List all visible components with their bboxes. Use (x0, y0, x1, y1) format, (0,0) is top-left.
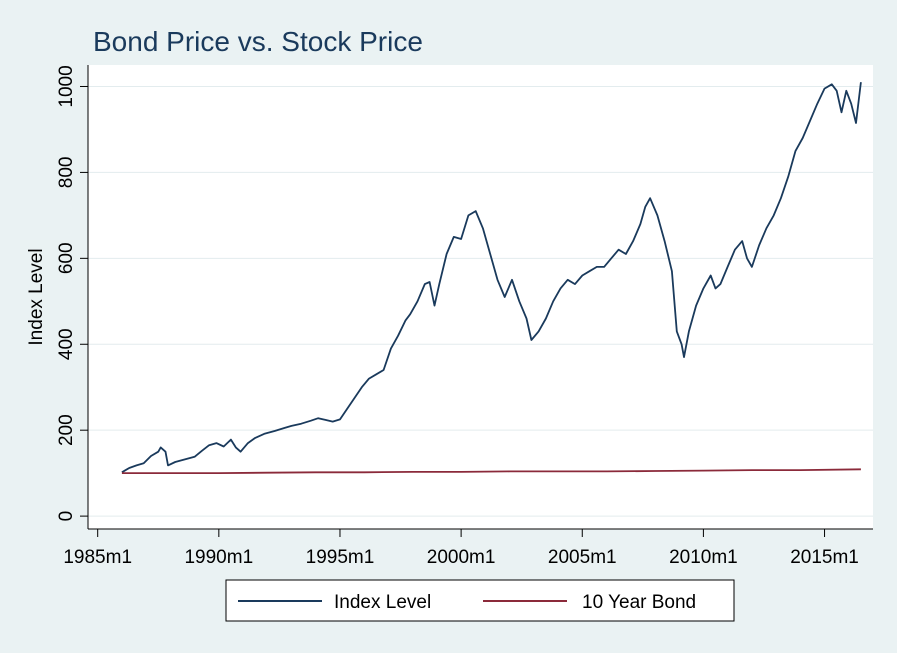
series-line-10-year-bond (121, 468, 861, 475)
y-tick-label: 800 (56, 157, 77, 189)
x-tick-label: 2015m1 (790, 547, 859, 568)
y-tick-label: 600 (56, 242, 77, 274)
y-tick-label: 0 (56, 511, 77, 522)
chart-title: Bond Price vs. Stock Price (93, 26, 423, 57)
y-axis-label: Index Level (26, 248, 47, 345)
y-tick-label: 1000 (56, 65, 77, 107)
y-tick-label: 400 (56, 328, 77, 360)
y-axis-ticks: 0 200 400 600 800 1000 (56, 65, 88, 521)
legend-label-10-year-bond: 10 Year Bond (582, 592, 696, 613)
x-tick-label: 2010m1 (669, 547, 738, 568)
x-tick-label: 1990m1 (184, 547, 253, 568)
series-line-index-level (121, 82, 862, 474)
legend: Index Level 10 Year Bond (225, 579, 735, 622)
y-tick-label: 200 (56, 414, 77, 446)
grid-lines (88, 85, 873, 517)
x-tick-label: 1995m1 (306, 547, 375, 568)
x-axis-ticks: 1985m1 1990m1 1995m1 2000m1 2005m1 2010m1 2015… (63, 529, 859, 568)
x-tick-label: 1985m1 (63, 547, 132, 568)
plot-area (88, 65, 873, 529)
x-tick-label: 2005m1 (548, 547, 617, 568)
legend-label-index-level: Index Level (334, 592, 431, 613)
x-tick-label: 2000m1 (427, 547, 496, 568)
series-lines (121, 82, 862, 475)
